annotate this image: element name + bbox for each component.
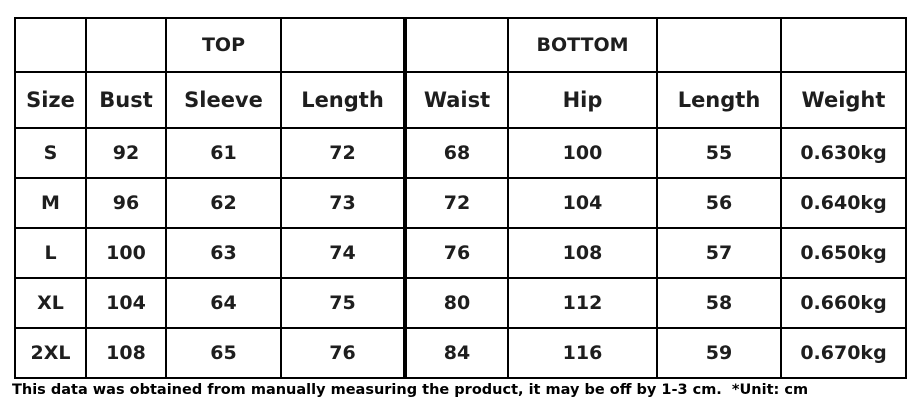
column-header-row: Size Bust Sleeve Length Waist Hip Length… [14, 71, 907, 129]
table-cell: 100 [507, 127, 658, 179]
table-cell: 61 [165, 127, 282, 179]
table-cell: 68 [404, 127, 509, 179]
column-header: Waist [404, 71, 509, 129]
measurement-note: This data was obtained from manually mea… [12, 382, 809, 398]
table-cell: 108 [85, 327, 167, 379]
table-cell: 0.670kg [780, 327, 907, 379]
table-cell: 76 [280, 327, 407, 379]
table-cell: 0.630kg [780, 127, 907, 179]
table-cell: 58 [656, 277, 782, 329]
table-cell: 84 [404, 327, 509, 379]
table-row: M 96 62 73 72 104 56 0.640kg [14, 177, 907, 229]
table-cell: 73 [280, 177, 407, 229]
column-header: Sleeve [165, 71, 282, 129]
table-cell: 57 [656, 227, 782, 279]
column-header: Hip [507, 71, 658, 129]
table-cell: 59 [656, 327, 782, 379]
group-header-row: TOP BOTTOM [14, 17, 907, 73]
table-cell: 74 [280, 227, 407, 279]
table-cell: S [14, 127, 87, 179]
table-row: 2XL 108 65 76 84 116 59 0.670kg [14, 327, 907, 379]
table-cell: 100 [85, 227, 167, 279]
table-cell: 63 [165, 227, 282, 279]
group-header-top: TOP [165, 17, 282, 73]
table-cell: 96 [85, 177, 167, 229]
table-cell: 112 [507, 277, 658, 329]
table-cell: M [14, 177, 87, 229]
table-cell: 72 [280, 127, 407, 179]
table-row: S 92 61 72 68 100 55 0.630kg [14, 127, 907, 179]
table-cell: 80 [404, 277, 509, 329]
column-header: Weight [780, 71, 907, 129]
table-cell: XL [14, 277, 87, 329]
table-cell: 56 [656, 177, 782, 229]
table-cell: 76 [404, 227, 509, 279]
table-cell: 116 [507, 327, 658, 379]
table-cell: 2XL [14, 327, 87, 379]
table-cell: 62 [165, 177, 282, 229]
column-header: Length [280, 71, 407, 129]
group-header-bottom: BOTTOM [507, 17, 658, 73]
table-cell: 0.640kg [780, 177, 907, 229]
column-header: Length [656, 71, 782, 129]
table-cell: 108 [507, 227, 658, 279]
table-cell: 0.660kg [780, 277, 907, 329]
table-row: L 100 63 74 76 108 57 0.650kg [14, 227, 907, 279]
table-cell: 104 [507, 177, 658, 229]
size-chart-table: TOP BOTTOM Size Bust Sleeve Length Waist… [14, 17, 907, 379]
table-cell: 72 [404, 177, 509, 229]
table-cell: 55 [656, 127, 782, 179]
table-cell: 0.650kg [780, 227, 907, 279]
column-header: Size [14, 71, 87, 129]
table-cell: 104 [85, 277, 167, 329]
table-cell: 92 [85, 127, 167, 179]
table-cell: L [14, 227, 87, 279]
table-cell: 65 [165, 327, 282, 379]
table-cell: 75 [280, 277, 407, 329]
table-row: XL 104 64 75 80 112 58 0.660kg [14, 277, 907, 329]
column-header: Bust [85, 71, 167, 129]
table-cell: 64 [165, 277, 282, 329]
